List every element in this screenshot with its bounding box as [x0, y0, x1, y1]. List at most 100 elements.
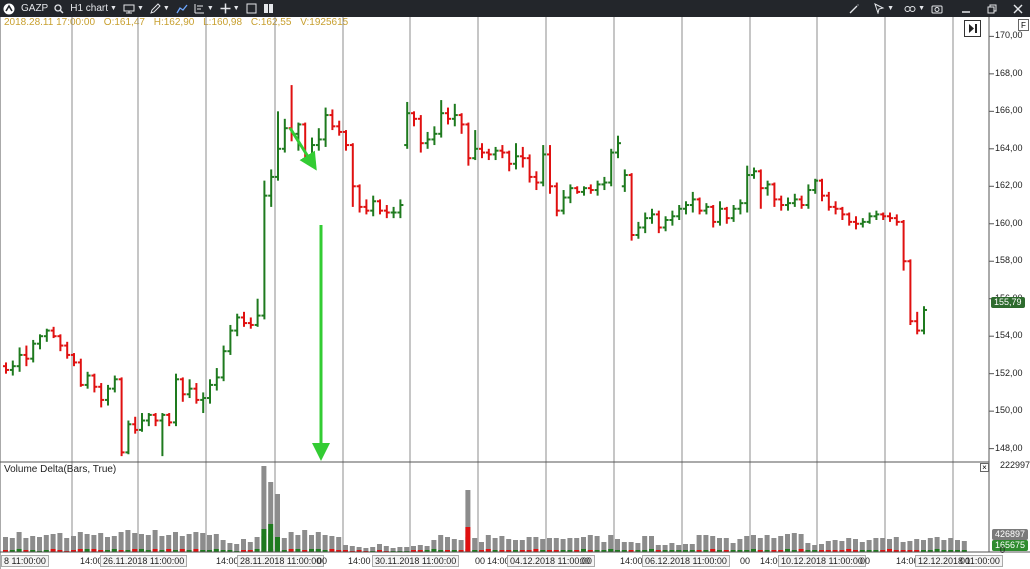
volume-tag-green: 165675	[992, 540, 1029, 551]
monitor-icon[interactable]: ▼	[120, 0, 147, 17]
volume-bar	[315, 532, 321, 552]
volume-delta-bar	[825, 550, 831, 552]
volume-bar	[587, 535, 593, 552]
magic-icon[interactable]	[846, 0, 863, 17]
volume-delta-bar	[955, 550, 960, 552]
volume-bar	[900, 542, 906, 552]
ohlc-bar	[805, 184, 812, 209]
volume-bar	[336, 537, 342, 552]
volume-delta-bar	[907, 550, 913, 552]
volume-bar	[948, 538, 954, 552]
ohlc-bar	[377, 199, 383, 215]
volume-bar	[506, 539, 512, 552]
fit-button[interactable]: F	[1018, 19, 1029, 31]
volume-bar	[866, 540, 872, 552]
crosshair-add-icon[interactable]: ▼	[220, 3, 240, 14]
ohlc-bar	[254, 298, 261, 327]
line-chart-icon[interactable]	[173, 0, 191, 17]
scroll-to-end-button[interactable]	[964, 20, 981, 37]
volume-bar	[601, 542, 607, 552]
volume-bar	[941, 540, 947, 552]
volume-delta-bar	[329, 549, 335, 552]
volume-delta-bar	[689, 550, 695, 552]
camera-icon[interactable]	[928, 0, 946, 17]
ohlc-bar	[526, 154, 533, 183]
timeframe-dropdown[interactable]: H1 chart ▼	[67, 0, 120, 17]
ohlc-bar	[642, 212, 649, 234]
layout-icon[interactable]	[243, 0, 260, 17]
volume-bar	[798, 534, 804, 552]
ohlc-bar	[553, 182, 560, 217]
ohlc-bar	[914, 311, 921, 335]
price-axis-label: 162,00	[995, 180, 1023, 191]
price-axis-label: 158,00	[995, 255, 1023, 266]
volume-delta-bar	[275, 537, 280, 552]
volume-bar	[785, 534, 790, 552]
ohlc-bar	[37, 334, 43, 350]
volume-delta-bar	[173, 550, 178, 552]
volume-delta-bar	[649, 549, 654, 552]
time-axis-label: 14:00	[487, 556, 510, 566]
link-icon[interactable]: ▼	[901, 0, 928, 17]
volume-bar	[111, 536, 117, 552]
volume-bar	[567, 538, 573, 552]
ohlc-bar	[689, 191, 696, 213]
volume-bar	[805, 543, 811, 552]
volume-delta-bar	[642, 550, 648, 552]
ohlc-bar	[431, 126, 438, 146]
volume-bar	[207, 535, 212, 552]
volume-delta-bar	[519, 550, 525, 552]
volume-bar	[159, 536, 165, 552]
volume-delta-bar	[628, 550, 634, 552]
indicators-icon[interactable]: ▼	[194, 4, 214, 14]
search-icon[interactable]	[51, 0, 67, 17]
book-icon[interactable]	[260, 0, 277, 17]
pencil-icon[interactable]: ▼	[147, 0, 173, 17]
volume-bar	[751, 535, 756, 552]
ohlc-bar	[213, 368, 220, 391]
close-icon[interactable]	[1010, 0, 1026, 17]
ohlc-bar	[472, 130, 479, 161]
price-axis-label: 160,00	[995, 217, 1023, 228]
volume-bar	[744, 536, 750, 552]
ohlc-date: 2018.28.11 17:00:00	[4, 17, 96, 28]
volume-delta-bar	[601, 550, 607, 552]
volume-delta-bar	[526, 550, 532, 552]
volume-delta-bar	[288, 549, 294, 552]
volume-bar	[880, 538, 886, 552]
volume-delta-bar	[934, 549, 940, 552]
volume-bar	[846, 538, 852, 552]
volume-delta-bar	[805, 550, 811, 552]
ohlc-bar	[9, 360, 16, 376]
time-axis-date-label: 26.11.2018 11:00:00	[100, 555, 188, 567]
ohlc-bar	[424, 131, 431, 149]
volume-delta-bar	[621, 550, 627, 552]
ohlc-bar	[513, 143, 519, 170]
volume-delta-bar	[791, 550, 797, 552]
volume-bar	[37, 537, 42, 552]
restore-icon[interactable]	[984, 0, 1000, 17]
ohlc-bar	[907, 259, 914, 325]
cursor-icon[interactable]: ▼	[871, 0, 897, 17]
ohlc-bar	[383, 205, 390, 219]
volume-bar	[254, 537, 260, 552]
logo-icon[interactable]	[0, 0, 18, 17]
volume-bar	[839, 541, 845, 552]
ohlc-volume: V:1925615	[300, 17, 349, 28]
ohlc-bar	[145, 413, 152, 427]
volume-bar	[723, 538, 729, 552]
volume-delta-bar	[213, 549, 219, 552]
ohlc-bar	[785, 197, 791, 211]
volume-bar	[91, 535, 97, 552]
volume-delta-bar	[540, 550, 546, 552]
close-panel-button[interactable]: ×	[980, 463, 989, 472]
ohlc-bar	[866, 212, 873, 224]
symbol-label[interactable]: GAZP	[21, 3, 49, 14]
ohlc-bar	[118, 377, 125, 457]
volume-delta-bar	[152, 549, 158, 552]
ohlc-bar	[173, 373, 179, 427]
ohlc-bar	[356, 184, 363, 213]
ohlc-bar	[662, 216, 669, 232]
minimize-icon[interactable]	[958, 0, 974, 17]
